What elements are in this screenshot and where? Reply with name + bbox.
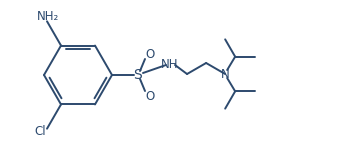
Text: NH₂: NH₂ xyxy=(37,10,59,23)
Text: O: O xyxy=(145,48,155,61)
Text: O: O xyxy=(145,90,155,103)
Text: Cl: Cl xyxy=(34,125,46,138)
Text: S: S xyxy=(134,68,142,82)
Text: N: N xyxy=(221,67,229,80)
Text: NH: NH xyxy=(161,58,179,71)
